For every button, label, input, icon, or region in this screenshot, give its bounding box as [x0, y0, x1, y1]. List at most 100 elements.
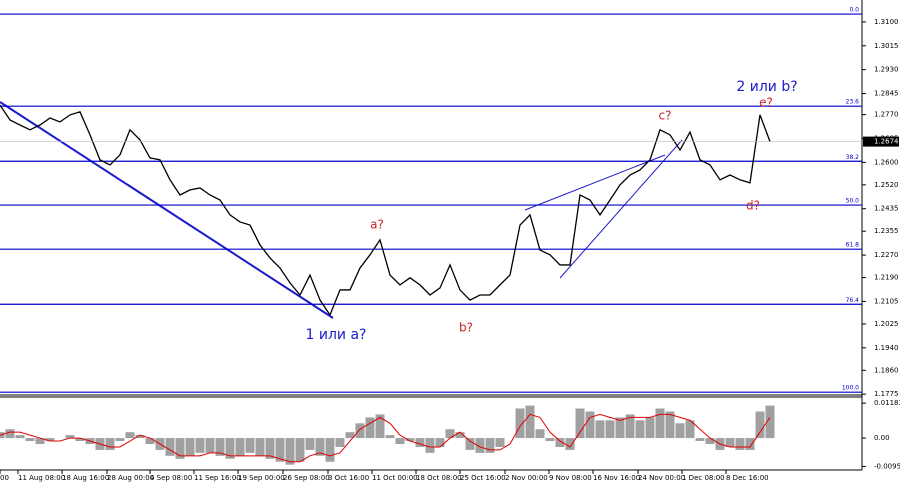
x-tick-label: 2 Nov 00:00: [505, 474, 548, 482]
histogram-bar: [245, 438, 255, 453]
histogram-bar: [695, 438, 705, 442]
y-tick-label: 1.1940: [874, 344, 899, 352]
histogram-bar: [5, 429, 15, 439]
y-tick-label: 1.2930: [874, 66, 899, 74]
histogram-bar: [15, 435, 25, 439]
histogram-bar: [415, 438, 425, 447]
histogram-bar: [655, 408, 665, 439]
histogram-bar: [605, 420, 615, 439]
y-tick-label: 1.2435: [874, 205, 899, 213]
x-tick-label: 4 Sep 08:00: [150, 474, 192, 482]
x-tick-label: 18 Aug 16:00: [62, 474, 109, 482]
annotation: 2 или b?: [736, 79, 797, 95]
histogram-bar: [525, 405, 535, 439]
price-line: [0, 104, 771, 317]
x-tick-label: 25 Oct 16:00: [460, 474, 506, 482]
level-label: 23.6: [846, 99, 860, 106]
histogram-bar: [485, 438, 495, 453]
annotation: d?: [746, 199, 760, 213]
annotation: c?: [659, 109, 672, 123]
trend-line: [524, 154, 666, 211]
histogram-bar: [275, 438, 285, 462]
trend-line: [559, 139, 683, 279]
y-tick-label: -0.00959: [874, 462, 900, 470]
histogram-bar: [315, 438, 325, 456]
histogram-bar: [635, 420, 645, 439]
x-tick-label: 3 Oct 16:00: [328, 474, 369, 482]
y-tick-label: 0.01183: [874, 399, 900, 407]
x-tick-label: 00: [0, 474, 9, 482]
histogram-bar: [475, 438, 485, 453]
histogram-bar: [405, 438, 415, 442]
signal-line: [0, 413, 771, 463]
histogram-bar: [235, 438, 245, 456]
histogram-bar: [35, 438, 45, 444]
histogram-bar: [345, 432, 355, 439]
y-tick-label: 1.2105: [874, 297, 899, 305]
histogram-bar: [465, 438, 475, 450]
histogram-bar: [575, 408, 585, 439]
histogram-bar: [445, 429, 455, 439]
histogram-bar: [565, 438, 575, 450]
histogram-bar: [765, 405, 775, 439]
trend-line: [0, 101, 334, 319]
histogram-bar: [435, 438, 445, 447]
histogram-bar: [685, 420, 695, 439]
x-tick-label: 16 Nov 16:00: [593, 474, 640, 482]
histogram-bar: [675, 423, 685, 439]
histogram-bar: [295, 438, 305, 462]
annotation: a?: [370, 218, 384, 232]
y-tick-label: 1.3100: [874, 18, 899, 26]
x-tick-label: 24 Nov 00:00: [638, 474, 685, 482]
histogram-bar: [545, 438, 555, 442]
histogram-bar: [425, 438, 435, 453]
level-label: 100.0: [842, 385, 859, 392]
y-tick-label: 1.2600: [874, 158, 899, 166]
histogram-bar: [385, 435, 395, 439]
histogram-bar: [555, 438, 565, 447]
histogram-bar: [365, 417, 375, 439]
y-tick-label: 1.2025: [874, 320, 899, 328]
x-tick-label: 11 Oct 00:00: [372, 474, 418, 482]
histogram-bar: [65, 435, 75, 439]
histogram-bar: [595, 420, 605, 439]
histogram-bar: [325, 438, 335, 462]
x-tick-label: 28 Aug 00:00: [107, 474, 154, 482]
histogram-bar: [305, 438, 315, 450]
y-tick-label: 1.2355: [874, 227, 899, 235]
trend-lines: [0, 101, 683, 319]
histogram-bar: [185, 438, 195, 456]
x-tick-label: 1 Dec 08:00: [682, 474, 725, 482]
histogram-bar: [205, 438, 215, 453]
y-tick-label: 1.2270: [874, 251, 899, 259]
histogram-bar: [755, 411, 765, 439]
level-label: 38.2: [846, 154, 860, 161]
histogram-bar: [45, 438, 55, 442]
y-tick-label: 1.2845: [874, 90, 899, 98]
histogram-bar: [645, 417, 655, 439]
y-tick-label: 1.3015: [874, 42, 899, 50]
histogram-bar: [375, 414, 385, 439]
annotation: e?: [759, 96, 773, 110]
histogram-bar: [195, 438, 205, 453]
histogram-bar: [745, 438, 755, 450]
histogram-bar: [585, 411, 595, 439]
x-tick-label: 11 Sep 16:00: [194, 474, 241, 482]
histogram-bar: [135, 435, 145, 439]
x-tick-label: 9 Nov 08:00: [549, 474, 592, 482]
x-tick-label: 8 Dec 16:00: [726, 474, 769, 482]
level-label: 76.4: [846, 297, 860, 304]
y-tick-label: 0.00: [874, 434, 890, 442]
histogram-bar: [515, 408, 525, 439]
histogram-bar: [105, 438, 115, 450]
histogram-bar: [125, 432, 135, 439]
histogram-bar: [175, 438, 185, 459]
histogram-bar: [255, 438, 265, 456]
histogram-bar: [495, 438, 505, 447]
histogram-bar: [25, 438, 35, 442]
histogram-bar: [705, 438, 715, 444]
histogram-bar: [625, 414, 635, 439]
histogram-bar: [455, 432, 465, 439]
